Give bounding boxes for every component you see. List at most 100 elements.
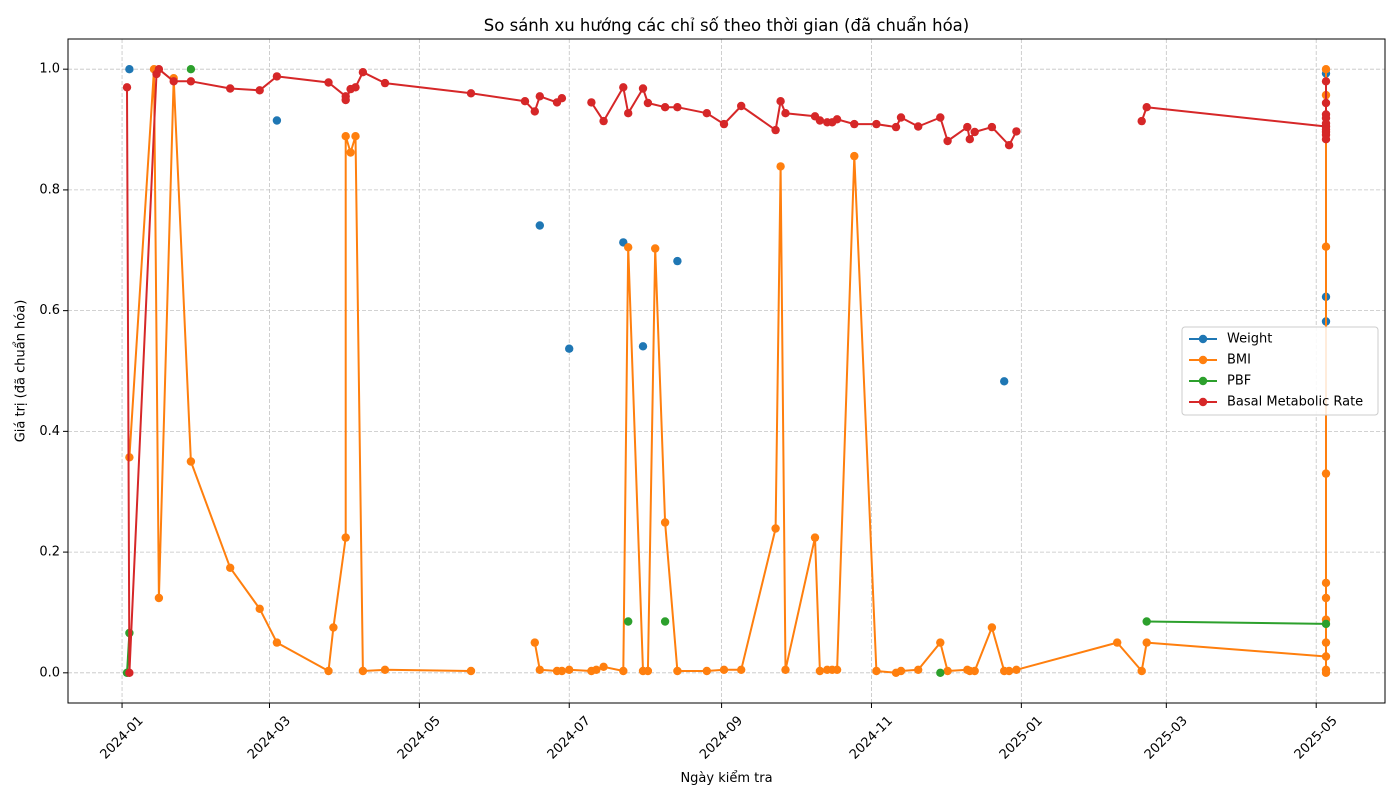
data-point-weight	[638, 342, 648, 351]
data-point-basal-metabolic-rate	[1321, 135, 1331, 144]
legend-marker	[1198, 376, 1208, 386]
data-point-basal-metabolic-rate	[719, 119, 729, 129]
data-point-weight	[535, 221, 544, 230]
data-point-bmi	[1004, 666, 1014, 676]
data-point-bmi	[643, 666, 653, 676]
data-point-bmi	[896, 666, 906, 676]
data-point-basal-metabolic-rate	[771, 125, 780, 135]
data-point-basal-metabolic-rate	[737, 101, 746, 111]
chart-title: So sánh xu hướng các chỉ số theo thời gi…	[484, 16, 969, 35]
data-point-bmi	[1142, 638, 1151, 647]
data-point-basal-metabolic-rate	[891, 122, 901, 132]
data-point-basal-metabolic-rate	[1142, 103, 1151, 112]
data-point-bmi	[351, 132, 360, 141]
grid	[68, 39, 1385, 703]
data-point-bmi	[565, 665, 574, 674]
data-point-basal-metabolic-rate	[324, 78, 333, 87]
data-point-bmi	[936, 638, 945, 647]
data-point-pbf	[1142, 617, 1151, 626]
data-point-basal-metabolic-rate	[587, 98, 596, 107]
data-point-bmi	[914, 665, 923, 674]
data-point-bmi	[255, 604, 264, 613]
data-point-bmi	[341, 533, 350, 542]
data-point-bmi	[1321, 668, 1331, 677]
data-point-basal-metabolic-rate	[850, 119, 859, 129]
data-point-bmi	[272, 638, 282, 647]
data-point-bmi	[380, 665, 390, 674]
data-point-bmi	[324, 666, 333, 676]
data-point-basal-metabolic-rate	[643, 98, 653, 108]
data-point-weight	[272, 116, 282, 125]
data-point-bmi	[329, 623, 338, 632]
data-point-bmi	[530, 638, 539, 647]
data-point-basal-metabolic-rate	[122, 83, 132, 92]
data-point-basal-metabolic-rate	[943, 136, 952, 146]
data-point-pbf	[1321, 619, 1331, 629]
data-point-pbf	[660, 617, 670, 626]
data-point-bmi	[619, 666, 628, 676]
data-point-basal-metabolic-rate	[702, 109, 711, 118]
data-point-basal-metabolic-rate	[255, 86, 264, 95]
legend-label: BMI	[1227, 353, 1251, 368]
data-point-basal-metabolic-rate	[776, 97, 785, 106]
data-point-basal-metabolic-rate	[815, 116, 825, 125]
data-point-bmi	[592, 665, 601, 674]
data-point-basal-metabolic-rate	[520, 97, 530, 106]
y-axis-label: Giá trị (đã chuẩn hóa)	[14, 300, 29, 443]
legend-item-pbf: PBF	[1189, 374, 1251, 389]
plot-area	[122, 65, 1331, 677]
data-point-weight	[565, 344, 574, 353]
data-point-basal-metabolic-rate	[987, 122, 997, 132]
data-point-basal-metabolic-rate	[358, 68, 368, 77]
data-point-basal-metabolic-rate	[1321, 119, 1331, 128]
data-point-bmi	[872, 666, 881, 676]
data-point-bmi	[943, 666, 952, 676]
y-axis: 0.0 0.2 0.4 0.6 0.8 1.0	[39, 62, 68, 680]
data-point-bmi	[1321, 593, 1331, 603]
data-point-bmi	[815, 666, 825, 676]
y-tick-label: 1.0	[39, 62, 60, 77]
data-point-bmi	[719, 665, 729, 674]
data-point-pbf	[936, 668, 945, 677]
data-point-basal-metabolic-rate	[965, 135, 974, 144]
data-point-basal-metabolic-rate	[351, 83, 360, 92]
data-point-basal-metabolic-rate	[638, 84, 648, 93]
data-point-bmi	[1321, 242, 1331, 251]
data-point-bmi	[599, 662, 608, 671]
data-point-basal-metabolic-rate	[125, 668, 134, 677]
data-point-bmi	[1113, 638, 1122, 647]
data-point-bmi	[1321, 652, 1331, 661]
data-point-bmi	[1321, 65, 1331, 74]
legend-marker	[1198, 397, 1208, 407]
y-tick-label: 0.8	[39, 182, 60, 197]
data-point-bmi	[535, 665, 544, 674]
data-point-bmi	[624, 243, 633, 252]
legend-label: Basal Metabolic Rate	[1227, 395, 1363, 410]
data-point-basal-metabolic-rate	[872, 119, 881, 129]
data-point-basal-metabolic-rate	[963, 122, 972, 132]
data-point-bmi	[771, 524, 780, 533]
data-point-basal-metabolic-rate	[660, 103, 670, 112]
data-point-bmi	[850, 151, 859, 161]
legend-item-basal-metabolic-rate: Basal Metabolic Rate	[1189, 395, 1363, 410]
data-point-bmi	[832, 665, 842, 674]
data-point-bmi	[702, 666, 711, 676]
data-point-bmi	[737, 665, 746, 674]
data-point-bmi	[673, 666, 682, 676]
data-point-bmi	[186, 457, 196, 466]
data-point-bmi	[1321, 638, 1331, 647]
y-tick-label: 0.4	[39, 424, 60, 439]
data-point-basal-metabolic-rate	[1004, 141, 1014, 150]
data-point-basal-metabolic-rate	[1321, 98, 1331, 108]
data-point-weight	[1000, 377, 1009, 386]
data-point-bmi	[226, 563, 235, 572]
series-line-pbf	[1146, 620, 1327, 625]
legend: Weight BMI PBF Basal Metabolic Rate	[1181, 326, 1379, 416]
data-point-bmi	[341, 132, 350, 141]
data-point-basal-metabolic-rate	[466, 89, 476, 98]
series-line-bmi	[533, 68, 1327, 674]
data-point-weight	[673, 256, 682, 266]
data-point-basal-metabolic-rate	[970, 127, 979, 137]
data-point-basal-metabolic-rate	[1012, 127, 1021, 136]
data-point-basal-metabolic-rate	[1137, 116, 1146, 126]
